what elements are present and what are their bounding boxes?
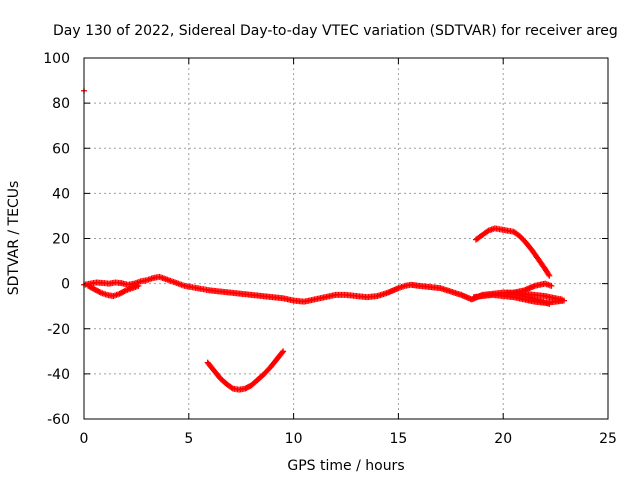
data-marks: [81, 87, 567, 393]
data-point: [546, 272, 553, 279]
y-tick-label: 80: [52, 96, 70, 112]
series-positive-arc: [472, 225, 553, 279]
y-tick-label: -60: [47, 412, 70, 428]
series-negative-arc: [204, 348, 287, 393]
x-axis-label: GPS time / hours: [287, 458, 404, 474]
series-main-track: [81, 273, 565, 305]
chart-title: Day 130 of 2022, Sidereal Day-to-day VTE…: [53, 23, 618, 39]
data-point: [560, 297, 567, 304]
y-tick-label: 20: [52, 232, 70, 248]
y-axis-ticks: -60 -40 -20 0 20 40 60 80 100: [43, 51, 608, 428]
x-tick-label: 10: [285, 431, 303, 447]
y-tick-label: 0: [61, 277, 70, 293]
x-axis-ticks: 0 5 10 15 20 25: [80, 58, 617, 447]
data-point: [548, 282, 555, 289]
data-point: [280, 348, 287, 355]
plot-frame: [83, 57, 609, 420]
y-tick-label: 60: [52, 141, 70, 157]
data-point: [121, 288, 128, 295]
data-point: [279, 349, 286, 356]
data-point: [135, 282, 142, 289]
x-tick-label: 20: [494, 431, 512, 447]
data-point: [96, 288, 103, 295]
y-tick-label: -40: [47, 367, 70, 383]
x-tick-label: 25: [599, 431, 617, 447]
x-tick-label: 5: [184, 431, 193, 447]
y-tick-label: 100: [43, 51, 70, 67]
data-point: [546, 300, 553, 307]
y-axis-label: SDTVAR / TECUs: [6, 181, 22, 296]
series-early-dip: [85, 282, 142, 300]
series-late-descending-branch: [504, 289, 553, 307]
y-tick-label: -20: [47, 322, 70, 338]
y-tick-label: 40: [52, 186, 70, 202]
x-tick-label: 15: [389, 431, 407, 447]
x-tick-label: 0: [80, 431, 89, 447]
data-point: [228, 384, 235, 391]
